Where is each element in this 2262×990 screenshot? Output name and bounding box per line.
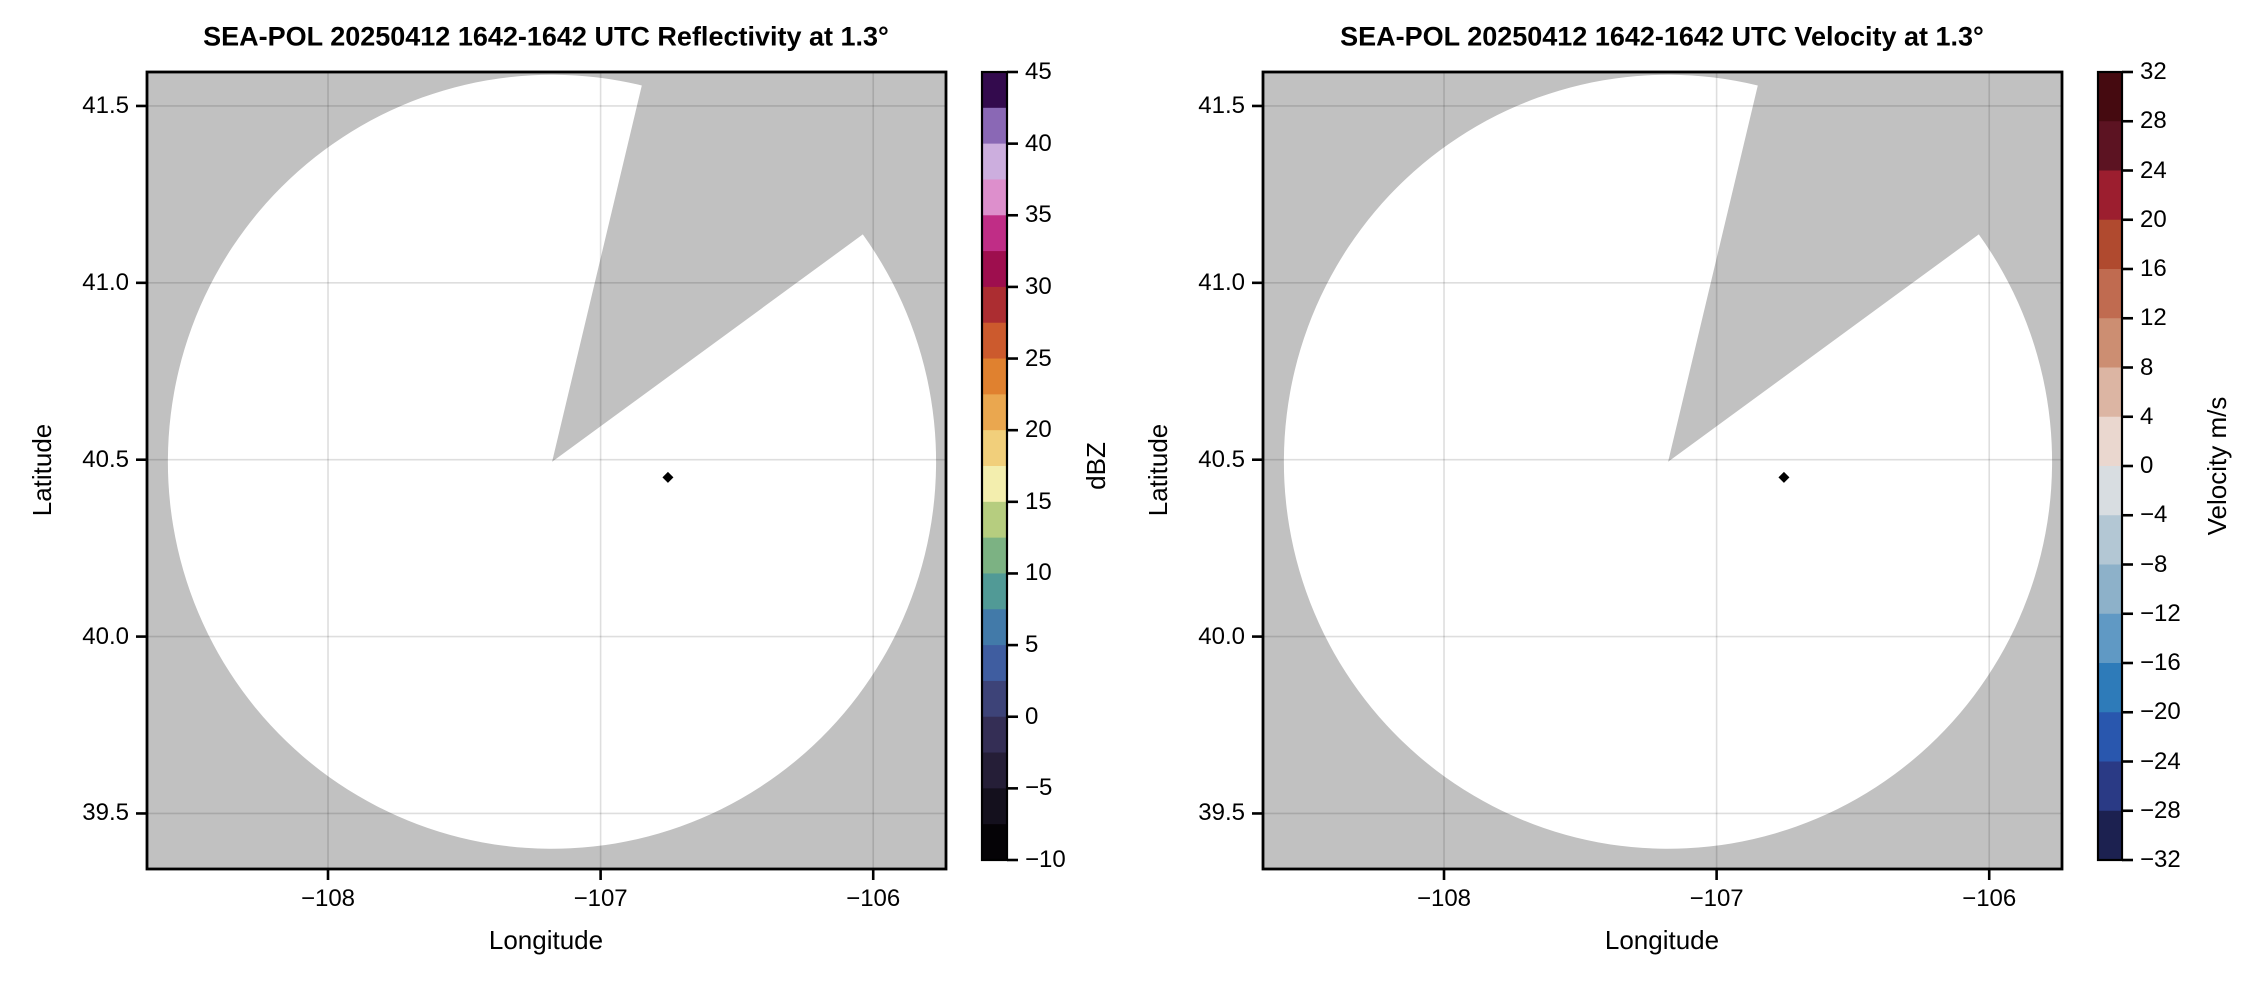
colorbar-segment — [2098, 663, 2122, 713]
colorbar-segment — [982, 573, 1007, 610]
colorbar-segment — [982, 179, 1007, 216]
colorbar-segment — [2098, 515, 2122, 566]
colorbar-segment — [982, 752, 1007, 789]
colorbar-segment — [982, 215, 1007, 252]
colorbar-border — [980, 70, 1009, 862]
colorbar-segment — [982, 430, 1007, 467]
colorbar-segment — [982, 466, 1007, 503]
colorbar-segment — [2098, 564, 2122, 615]
colorbar-segment — [982, 251, 1007, 288]
colorbar-segment — [2098, 269, 2122, 319]
colorbar-segment — [2098, 367, 2122, 418]
colorbar-segment — [982, 143, 1007, 181]
colorbar-segment — [2098, 121, 2122, 172]
colorbar-segment — [2098, 712, 2122, 763]
colorbar-segment — [982, 107, 1007, 145]
colorbar-segment — [982, 645, 1007, 682]
colorbar-segment — [982, 824, 1007, 861]
colorbar-segment — [2098, 170, 2122, 221]
colorbar-segment — [982, 394, 1007, 431]
colorbar-segment — [982, 72, 1007, 109]
plot-border — [1261, 70, 2064, 871]
radar-echo-marker — [662, 471, 674, 483]
colorbar-segment — [982, 286, 1007, 324]
colorbar-segment — [2098, 466, 2122, 516]
colorbar-segment — [982, 322, 1007, 360]
colorbar-segment — [2098, 613, 2122, 664]
radar-echo-marker — [1778, 471, 1790, 483]
colorbar-segment — [982, 537, 1007, 575]
colorbar-segment — [2098, 416, 2122, 467]
colorbar-segment — [2098, 318, 2122, 369]
colorbar-segment — [982, 609, 1007, 646]
colorbar-segment — [982, 716, 1007, 754]
colorbar-segment — [2098, 219, 2122, 270]
colorbar-segment — [2098, 810, 2122, 861]
colorbar-segment — [2098, 761, 2122, 812]
colorbar-segment — [982, 788, 1007, 825]
colorbar-segment — [2098, 72, 2122, 122]
colorbar-segment — [982, 501, 1007, 539]
radar-scan-area — [167, 74, 937, 849]
radar-scan-area — [1283, 74, 2053, 849]
plot-border — [145, 70, 948, 871]
colorbar-segment — [982, 680, 1007, 718]
colorbar-segment — [982, 358, 1007, 395]
